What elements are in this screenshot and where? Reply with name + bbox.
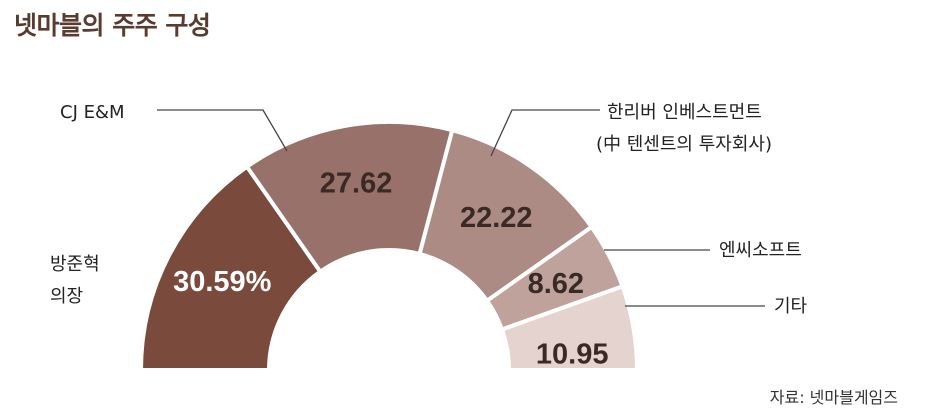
slice-value-label-2: 22.22 [460, 202, 533, 234]
category-label-1-line-0: CJ E&M [60, 102, 125, 123]
slice-value-label-4: 10.95 [536, 338, 609, 370]
slice-1 [244, 120, 455, 275]
category-label-2-line-1: (中 텐센트의 투자회사) [596, 134, 772, 155]
category-label-2-line-0: 한리버 인베스트먼트 [607, 102, 762, 123]
slice-value-label-0: 30.59% [173, 266, 272, 298]
category-label-0-line-1: 의장 [50, 286, 83, 307]
leader-line-1 [157, 109, 288, 152]
category-label-0-line-0: 방준혁 [50, 254, 100, 275]
slice-4 [499, 283, 640, 372]
source-note: 자료: 넷마블게임즈 [769, 388, 898, 407]
leader-line-2 [490, 109, 600, 157]
slice-value-label-1: 27.62 [320, 168, 393, 200]
slice-0 [138, 163, 324, 372]
category-label-4-line-0: 기타 [774, 296, 808, 317]
chart-title: 넷마블의 주주 구성 [14, 11, 211, 40]
category-label-3-line-0: 엔씨소프트 [719, 240, 802, 261]
slice-value-label-3: 8.62 [528, 268, 584, 300]
